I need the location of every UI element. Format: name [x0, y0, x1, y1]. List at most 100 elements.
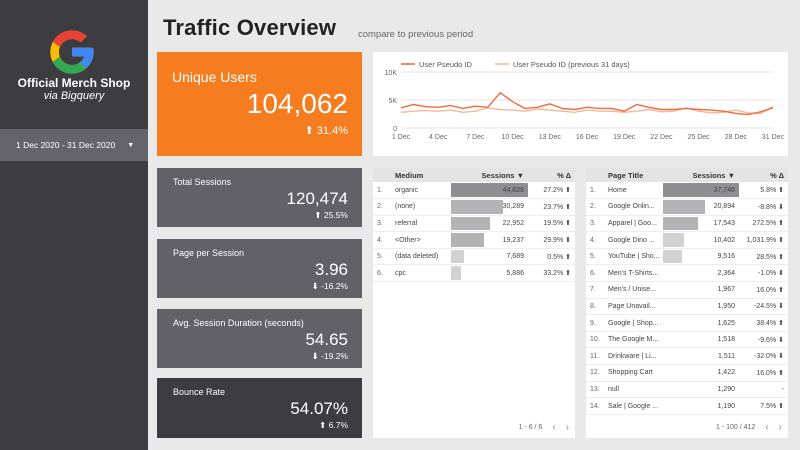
row-sessions-bar: 1,290	[663, 381, 739, 399]
row-delta: -8.8% ⬇	[739, 198, 788, 216]
row-rank: 1.	[586, 182, 604, 200]
delta-header[interactable]: % Δ	[528, 168, 575, 182]
unique-users-label: Unique Users	[172, 69, 257, 85]
row-delta: 29.9% ⬆	[528, 231, 575, 249]
page-title-header[interactable]: Page Title	[604, 168, 663, 182]
row-sessions: 2,364	[717, 269, 735, 277]
table-row[interactable]: 7. Men's / Unise... 1,967 16.0% ⬆	[586, 281, 788, 299]
row-sessions-bar: 37,746	[663, 182, 739, 200]
row-sessions: 22,952	[502, 219, 524, 227]
table-row[interactable]: 6. cpc 5,886 33.2% ⬆	[373, 264, 575, 283]
table-row[interactable]: 5. YouTube | Sho... 9,516 28.5% ⬆	[586, 248, 788, 266]
google-g-icon	[50, 30, 94, 74]
medium-table-pager: 1 - 6 / 6 ‹ ›	[519, 416, 575, 438]
table-row[interactable]: 3. Apparel | Goo... 17,543 272.5% ⬆	[586, 215, 788, 233]
row-dimension: <Other>	[391, 231, 451, 249]
table-row[interactable]: 10. The Google M... 1,518 -9.6% ⬇	[586, 331, 788, 349]
next-page-icon[interactable]: ›	[565, 421, 569, 433]
row-sessions: 44,828	[502, 186, 524, 194]
kpi-label: Bounce Rate	[173, 387, 226, 397]
sidebar: Official Merch Shop via Bigquery 1 Dec 2…	[0, 0, 148, 450]
row-rank: 3.	[586, 215, 604, 233]
row-delta: 23.7% ⬆	[528, 198, 575, 216]
next-page-icon[interactable]: ›	[778, 421, 782, 433]
table-row[interactable]: 2. (none) 30,289 23.7% ⬆	[373, 198, 575, 216]
row-dimension: Shopping Cart	[604, 364, 663, 382]
table-row[interactable]: 8. Page Unavail... 1,950 -24.5% ⬇	[586, 298, 788, 316]
page-title-table-card: Page Title Sessions ▼ % Δ 1. Home 37,746 5.…	[586, 168, 788, 438]
row-sessions: 37,746	[713, 186, 735, 194]
sessions-header[interactable]: Sessions ▼	[663, 168, 739, 182]
row-sessions-bar: 44,828	[451, 182, 528, 200]
row-delta: -24.5% ⬇	[739, 298, 788, 316]
x-tick-label: 19 Dec	[613, 134, 636, 141]
row-rank: 12.	[586, 364, 604, 382]
row-delta: -32.0% ⬇	[739, 347, 788, 366]
row-sessions: 1,950	[717, 302, 735, 310]
table-header: Page Title Sessions ▼ % Δ	[586, 168, 788, 182]
date-range-picker[interactable]: 1 Dec 2020 - 31 Dec 2020 ▼	[0, 129, 148, 161]
row-dimension: Men's T-Shirts...	[604, 264, 663, 283]
x-tick-label: 25 Dec	[688, 134, 711, 141]
row-rank: 4.	[373, 231, 391, 249]
row-sessions-bar: 7,689	[451, 248, 528, 266]
table-row[interactable]: 11. Drinkware | Li... 1,511 -32.0% ⬇	[586, 347, 788, 366]
x-tick-label: 13 Dec	[539, 134, 562, 141]
sessions-bar-fill	[663, 233, 684, 247]
row-sessions-bar: 5,886	[451, 264, 528, 283]
medium-header[interactable]: Medium	[391, 168, 451, 182]
sessions-bar-fill	[451, 266, 462, 281]
row-delta: 16.0% ⬆	[739, 364, 788, 382]
brand-subtitle: via Bigquery	[43, 90, 105, 102]
page-table-pager: 1 - 100 / 412 ‹ ›	[716, 416, 788, 438]
row-rank: 4.	[586, 231, 604, 249]
users-line-chart[interactable]: 0 5K 10K 1 Dec 4 Dec 7 Dec 10 Dec 13 Dec 16 Dec 1…	[373, 52, 788, 156]
table-row[interactable]: 4. <Other> 19,237 29.9% ⬆	[373, 231, 575, 249]
row-rank: 11.	[586, 347, 604, 366]
medium-table-card: Medium Sessions ▼ % Δ 1. organic 44,828 27.…	[373, 168, 575, 438]
row-sessions: 1,967	[717, 286, 735, 294]
row-sessions: 9,516	[717, 253, 735, 261]
table-row[interactable]: 2. Google Onlin... 20,894 -8.8% ⬇	[586, 198, 788, 216]
table-row[interactable]: 1. Home 37,746 5.8% ⬆	[586, 182, 788, 200]
table-row[interactable]: 5. (data deleted) 7,689 0.5% ⬆	[373, 248, 575, 266]
row-rank: 14.	[586, 397, 604, 415]
row-dimension: cpc	[391, 264, 451, 283]
row-dimension: organic	[391, 182, 451, 200]
row-dimension: (data deleted)	[391, 248, 451, 266]
row-dimension: YouTube | Sho...	[604, 248, 663, 266]
table-row[interactable]: 14. Sale | Google ... 1,190 7.5% ⬆	[586, 397, 788, 415]
rank-header	[373, 168, 391, 182]
row-sessions-bar: 17,543	[663, 215, 739, 233]
row-sessions: 1,518	[717, 336, 735, 344]
row-dimension: (none)	[391, 198, 451, 216]
delta-header[interactable]: % Δ	[739, 168, 788, 182]
table-row[interactable]: 3. referral 22,952 19.5% ⬆	[373, 215, 575, 233]
sessions-bar-fill	[663, 249, 683, 264]
table-row[interactable]: 4. Google Dino ... 10,402 1,031.9% ⬆	[586, 231, 788, 249]
row-rank: 6.	[586, 264, 604, 283]
row-dimension: Home	[604, 182, 663, 200]
prev-page-icon[interactable]: ‹	[765, 421, 769, 433]
row-delta: 19.5% ⬆	[528, 215, 575, 233]
sessions-bar-fill	[663, 200, 706, 214]
legend-label: User Pseudo ID (previous 31 days)	[513, 60, 630, 69]
sessions-bar-fill	[663, 183, 739, 198]
x-tick-label: 4 Dec	[429, 134, 448, 141]
table-row[interactable]: 13. null 1,290-	[586, 381, 788, 399]
row-sessions-bar: 19,237	[451, 231, 528, 249]
row-rank: 7.	[586, 281, 604, 299]
prev-page-icon[interactable]: ‹	[552, 421, 556, 433]
table-row[interactable]: 1. organic 44,828 27.2% ⬆	[373, 182, 575, 200]
table-row[interactable]: 12. Shopping Cart 1,422 16.0% ⬆	[586, 364, 788, 382]
row-rank: 1.	[373, 182, 391, 200]
row-delta: 28.5% ⬆	[739, 248, 788, 266]
row-delta: 27.2% ⬆	[528, 182, 575, 200]
row-rank: 2.	[586, 198, 604, 216]
kpi-label: Page per Session	[173, 248, 245, 258]
sessions-header[interactable]: Sessions ▼	[451, 168, 528, 182]
row-sessions-bar: 22,952	[451, 215, 528, 233]
table-row[interactable]: 9. Google | Shop... 1,625 38.4% ⬆	[586, 314, 788, 332]
table-row[interactable]: 6. Men's T-Shirts... 2,364 -1.0% ⬇	[586, 264, 788, 283]
kpi-delta: ⬇ -19.2%	[311, 351, 348, 361]
